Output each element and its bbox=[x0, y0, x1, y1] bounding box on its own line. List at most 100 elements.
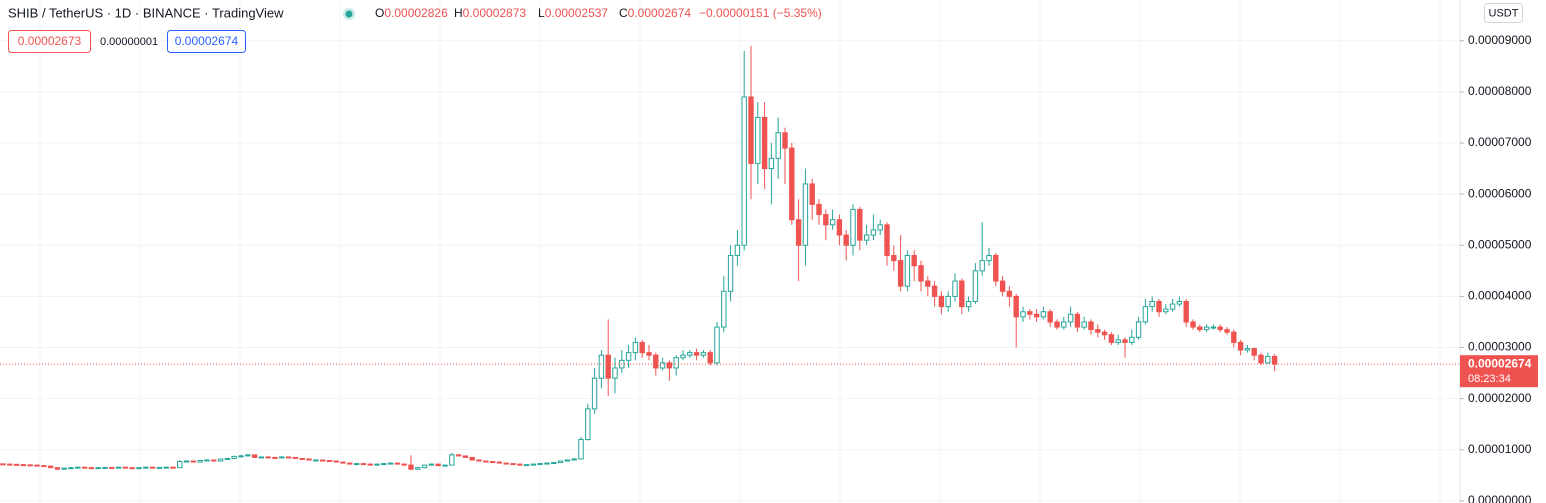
candle-body bbox=[795, 219, 802, 246]
candle-body bbox=[1101, 331, 1108, 336]
candle-body bbox=[1142, 306, 1149, 323]
candle-body bbox=[700, 352, 707, 356]
candle-body bbox=[687, 352, 693, 356]
candle-body bbox=[177, 461, 183, 469]
candle-body bbox=[149, 466, 156, 469]
candle-body bbox=[238, 455, 244, 458]
ohlc-item: L0.00002537 bbox=[538, 6, 608, 20]
candle-body bbox=[925, 280, 931, 287]
candle-body bbox=[109, 466, 115, 469]
candle-body bbox=[857, 208, 863, 241]
candle-body bbox=[333, 460, 339, 463]
candle-body bbox=[931, 285, 938, 297]
candle-body bbox=[823, 214, 829, 226]
candle-body bbox=[1115, 339, 1121, 343]
y-tick-label: 0.00006000 bbox=[1468, 186, 1532, 200]
candle-body bbox=[367, 463, 373, 466]
bid-box[interactable] bbox=[8, 30, 91, 53]
candle-body bbox=[88, 467, 95, 470]
candle-body bbox=[163, 466, 169, 469]
currency-button[interactable] bbox=[1484, 3, 1523, 23]
candle-body bbox=[829, 219, 836, 226]
ohlc-value: 0.00002873 bbox=[463, 6, 527, 20]
candle-body bbox=[34, 464, 40, 467]
candle-body bbox=[102, 466, 108, 469]
candle-body bbox=[245, 454, 251, 457]
last-price-tag bbox=[1460, 355, 1538, 388]
candle-body bbox=[326, 460, 333, 463]
candle-body bbox=[183, 460, 190, 463]
y-tick-label: 0.00002000 bbox=[1468, 391, 1532, 405]
candle-body bbox=[1122, 339, 1128, 343]
candle-body bbox=[761, 116, 768, 170]
ask-box[interactable] bbox=[167, 30, 246, 53]
candle-body bbox=[741, 96, 747, 246]
candle-body bbox=[258, 456, 265, 459]
candle-body bbox=[598, 354, 605, 379]
candle-body bbox=[428, 463, 435, 466]
candle-body bbox=[578, 439, 584, 460]
ohlc-value: 0.00002537 bbox=[545, 6, 609, 20]
candle-body bbox=[435, 463, 441, 467]
candle-body bbox=[1203, 326, 1210, 331]
y-tick-label: 0.00004000 bbox=[1468, 289, 1532, 303]
candle-body bbox=[1013, 295, 1019, 318]
candles bbox=[0, 45, 1460, 471]
candle-body bbox=[1081, 321, 1087, 328]
candle-body bbox=[265, 456, 271, 459]
grid bbox=[0, 0, 1460, 503]
candle-body bbox=[1047, 311, 1053, 323]
candle-body bbox=[510, 463, 516, 466]
candle-body bbox=[81, 466, 88, 469]
ohlc-legend: O0.00002826 H0.00002873 L0.00002537 C0.0000… bbox=[375, 6, 822, 20]
candle-body bbox=[986, 254, 992, 262]
candle-body bbox=[1095, 329, 1101, 333]
candle-body bbox=[496, 461, 503, 464]
countdown: 08:23:34 bbox=[1468, 373, 1511, 385]
candle-body bbox=[1271, 355, 1278, 365]
candle-body bbox=[1169, 303, 1176, 310]
candle-body bbox=[1129, 336, 1135, 343]
candle-body bbox=[41, 465, 47, 468]
candle-body bbox=[551, 462, 557, 465]
candle-body bbox=[789, 147, 795, 221]
candle-body bbox=[714, 326, 720, 364]
candle-body bbox=[632, 341, 639, 354]
symbol-title: SHIB / TetherUS · 1D · BINANCE · Trading… bbox=[8, 5, 284, 20]
candle-body bbox=[802, 183, 809, 246]
candle-body bbox=[272, 456, 278, 459]
candle-body bbox=[1210, 326, 1217, 329]
candle-body bbox=[75, 466, 81, 469]
candle-body bbox=[408, 464, 414, 470]
candle-body bbox=[1067, 313, 1074, 323]
candle-body bbox=[612, 367, 618, 379]
candle-body bbox=[918, 265, 924, 282]
candle-body bbox=[347, 462, 353, 465]
candle-body bbox=[224, 457, 231, 460]
candle-body bbox=[20, 464, 27, 467]
candle-body bbox=[1183, 301, 1189, 323]
candle-body bbox=[870, 229, 877, 236]
candle-body bbox=[755, 116, 761, 164]
candle-body bbox=[1074, 313, 1081, 328]
candle-body bbox=[299, 457, 305, 460]
ohlc-value: 0.00002674 bbox=[628, 6, 692, 20]
candle-body bbox=[523, 464, 530, 467]
candle-body bbox=[476, 459, 482, 462]
candle-body bbox=[836, 219, 843, 236]
candle-body bbox=[489, 461, 496, 464]
candle-body bbox=[47, 465, 54, 469]
candle-body bbox=[7, 463, 13, 466]
ohlc-item: H0.00002873 bbox=[454, 6, 526, 20]
candle-body bbox=[625, 352, 632, 361]
bid-price: 0.00002673 bbox=[18, 34, 82, 48]
candle-body bbox=[748, 96, 754, 164]
candle-body bbox=[381, 463, 387, 466]
ohlc-letter: L bbox=[538, 6, 545, 20]
candle-body bbox=[1176, 301, 1183, 305]
candle-body bbox=[1231, 331, 1237, 343]
candle-body bbox=[1237, 341, 1244, 351]
candle-body bbox=[653, 354, 659, 369]
candle-body bbox=[904, 254, 911, 287]
